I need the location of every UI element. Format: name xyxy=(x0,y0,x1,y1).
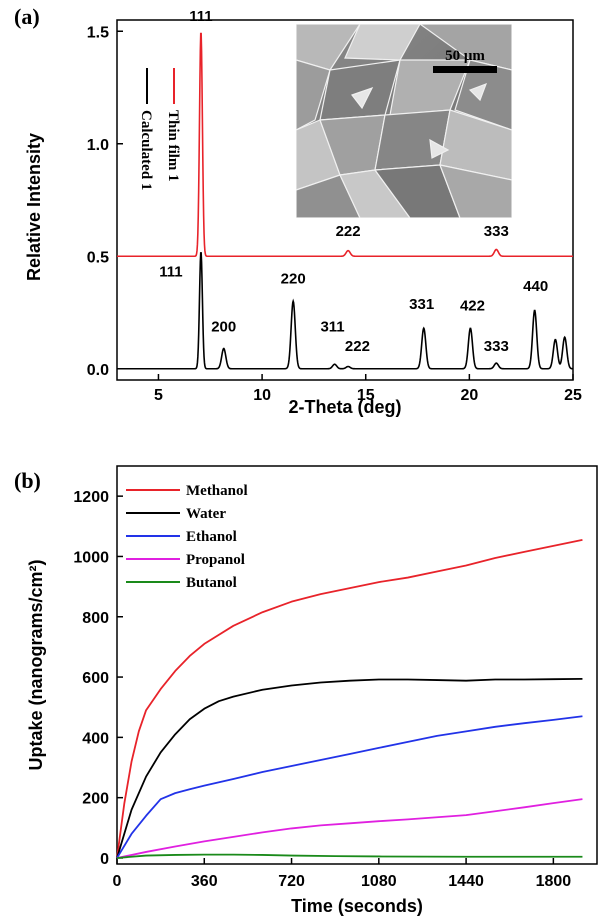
panel-a-y-tick-label: 1.5 xyxy=(87,24,109,41)
peak-label: 422 xyxy=(460,297,485,314)
panel-b-series xyxy=(116,538,583,859)
panel-a-y-tick-label: 0.0 xyxy=(87,362,109,379)
panel-a: (a) 5 10 15 20 25 0.0 0.5 1.0 1.5 111 222 333 111 20… xyxy=(14,4,582,417)
panel-b-y-axis-title: Uptake (nanograms/cm²) xyxy=(26,559,46,770)
panel-b: (b) 0 360 720 1080 1440 1800 0 200 400 600 800 1000… xyxy=(14,465,598,916)
panel-b-x-tick-label: 1440 xyxy=(448,873,484,890)
panel-a-ticks: 5 10 15 20 25 0.0 0.5 1.0 1.5 xyxy=(87,24,582,404)
panel-a-plot-frame xyxy=(116,19,574,381)
panel-a-x-tick-label: 15 xyxy=(357,387,375,404)
peak-label: 111 xyxy=(159,264,182,281)
panel-a-y-axis-title: Relative Intensity xyxy=(24,133,44,281)
peak-label: 222 xyxy=(345,338,370,355)
peak-label: 311 xyxy=(320,319,344,336)
peak-label: 222 xyxy=(336,223,361,240)
series-calculated-line xyxy=(117,252,574,370)
series-butanol-line xyxy=(116,853,583,859)
panel-b-y-tick-label: 600 xyxy=(82,670,109,687)
panel-b-y-tick-label: 800 xyxy=(82,610,109,627)
series-methanol-line xyxy=(116,538,583,859)
panel-b-x-tick-label: 720 xyxy=(278,873,305,890)
panel-a-y-tick-label: 0.5 xyxy=(87,249,109,266)
peak-label: 440 xyxy=(523,278,548,295)
panel-a-x-tick-label: 5 xyxy=(154,387,163,404)
panel-a-y-tick-label: 1.0 xyxy=(87,137,109,154)
series-ethanol-line xyxy=(116,715,583,859)
panel-b-x-tick-label: 360 xyxy=(191,873,218,890)
series-water-line xyxy=(116,677,583,859)
peak-label: 331 xyxy=(409,296,434,313)
panel-a-x-tick-label: 25 xyxy=(564,387,582,404)
peak-label: 200 xyxy=(211,319,236,336)
peak-label: 333 xyxy=(484,338,509,355)
legend-label-thin-film: Thin film 1 xyxy=(165,110,181,182)
panel-a-x-tick-label: 10 xyxy=(253,387,271,404)
panel-b-x-tick-label: 0 xyxy=(113,873,122,890)
legend-label-methanol: Methanol xyxy=(186,483,248,499)
panel-b-y-tick-label: 400 xyxy=(82,730,109,747)
panel-b-label: (b) xyxy=(14,468,41,493)
panel-b-y-tick-label: 0 xyxy=(100,851,109,868)
legend-label-butanol: Butanol xyxy=(186,575,237,591)
panel-a-series xyxy=(117,32,574,370)
peak-label: 333 xyxy=(484,223,509,240)
legend-label-calculated: Calculated 1 xyxy=(138,110,154,190)
panel-b-x-tick-label: 1800 xyxy=(536,873,572,890)
panel-b-legend: Methanol Water Ethanol Propanol Butanol xyxy=(126,483,248,591)
series-thin-film-line xyxy=(117,32,573,258)
panel-a-legend: Thin film 1 Calculated 1 xyxy=(138,68,181,190)
panel-b-plot-frame xyxy=(116,465,598,865)
panel-b-ticks: 0 360 720 1080 1440 1800 0 200 400 600 800 1000 1200 xyxy=(73,489,571,890)
sem-inset-image: 50 μm xyxy=(296,24,512,218)
panel-b-y-tick-label: 1000 xyxy=(73,549,109,566)
series-propanol-line xyxy=(116,798,583,859)
legend-label-propanol: Propanol xyxy=(186,552,245,568)
scale-bar-label: 50 μm xyxy=(445,48,485,64)
panel-b-y-tick-label: 1200 xyxy=(73,489,109,506)
scale-bar xyxy=(433,66,497,73)
legend-label-ethanol: Ethanol xyxy=(186,529,237,545)
panel-a-x-tick-label: 20 xyxy=(460,387,478,404)
legend-label-water: Water xyxy=(186,506,226,522)
panel-b-x-axis-title: Time (seconds) xyxy=(291,896,423,916)
panel-b-y-tick-label: 200 xyxy=(82,791,109,808)
panel-a-x-axis-title: 2-Theta (deg) xyxy=(288,397,401,417)
panel-b-x-tick-label: 1080 xyxy=(361,873,397,890)
peak-label: 111 xyxy=(189,8,212,25)
panel-a-label: (a) xyxy=(14,4,40,29)
peak-label: 220 xyxy=(281,270,306,287)
